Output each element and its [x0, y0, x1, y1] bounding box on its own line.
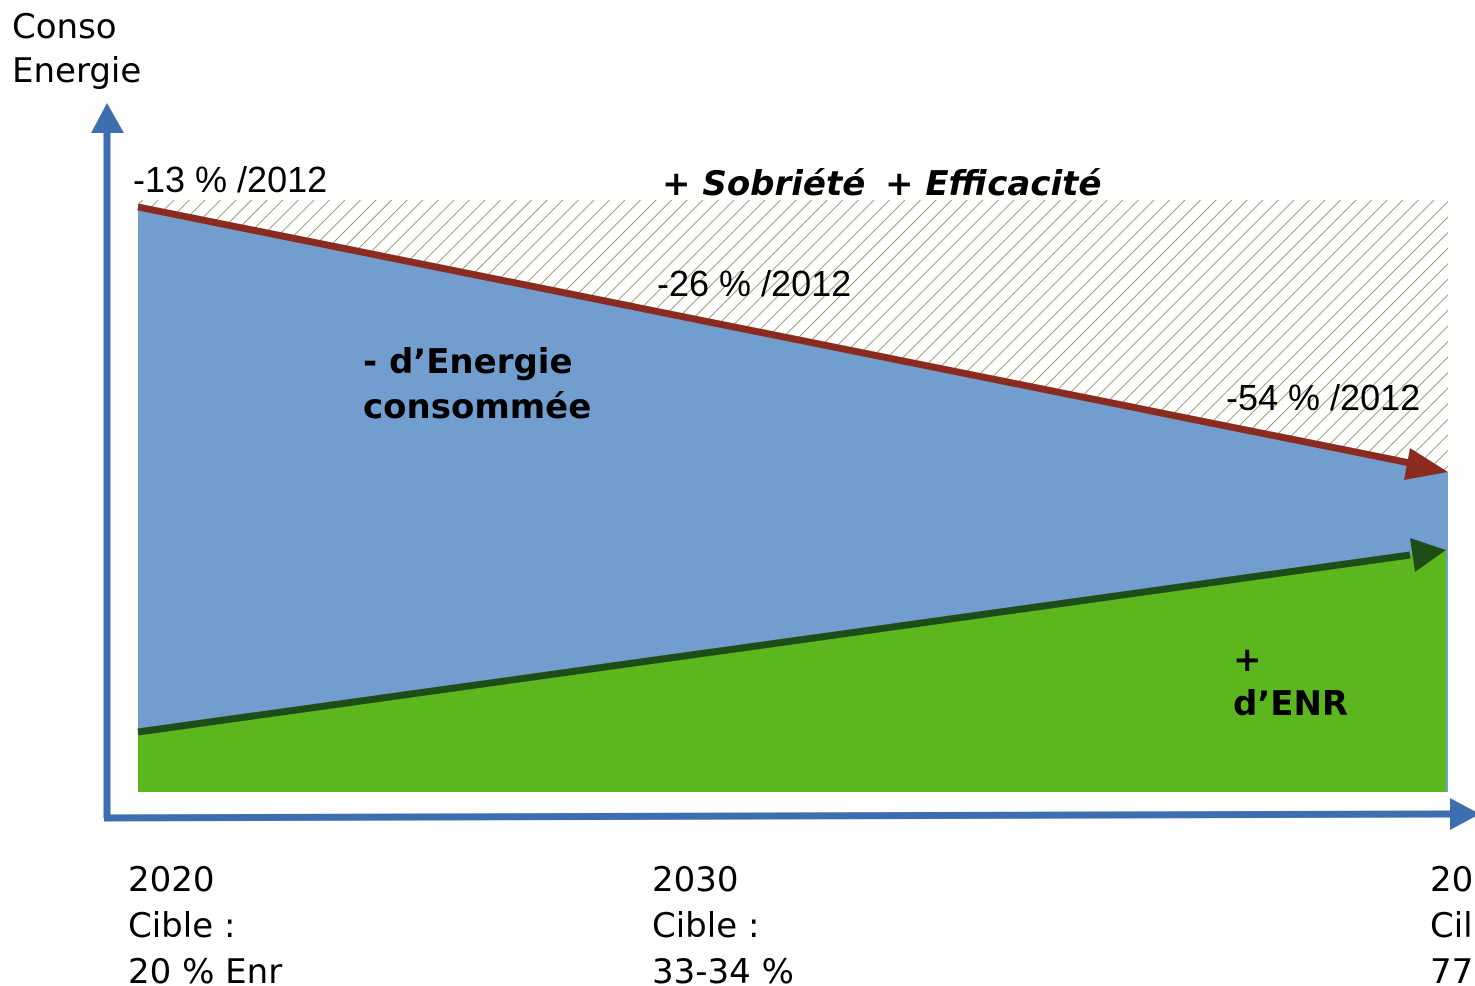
milestone-label: 20 % Enr: [128, 952, 282, 986]
consumption-line: [137, 203, 1411, 467]
milestone-label: Cil: [1430, 906, 1473, 946]
consumption-label: -13 % /2012: [133, 159, 327, 200]
milestone-label: 33-34 %: [652, 952, 794, 986]
y-axis-arrow: [91, 103, 124, 133]
enr-arrow: [1410, 538, 1446, 572]
milestone-label: Cible :: [128, 906, 235, 946]
milestone-label: 20: [1430, 860, 1473, 900]
milestone-label: Cible :: [652, 906, 759, 946]
milestone-label: 77: [1430, 952, 1473, 986]
axis-label: Energie: [12, 51, 141, 91]
milestones: 2020 Cible : 20 % Enr 2030 Cible : 33-34 % 20 C…: [128, 860, 1473, 986]
milestone-label: 2020: [128, 860, 215, 900]
energy-label: - d’Energie: [363, 342, 573, 382]
energy-label: consommée: [363, 387, 591, 427]
enr-label: d’ENR: [1233, 684, 1348, 724]
enr-area: [138, 550, 1446, 792]
axis-label: Conso: [12, 7, 117, 47]
enr-line: [137, 551, 1411, 736]
milestone-label: 2030: [652, 860, 739, 900]
consumption-label: -26 % /2012: [657, 263, 851, 304]
top-label: + Efficacité: [885, 164, 1101, 204]
top-label: + Sobriété: [662, 164, 865, 204]
enr-label: +: [1233, 640, 1262, 680]
x-axis: [103, 810, 1451, 822]
x-axis-arrow: [1450, 798, 1475, 830]
consumption-label: -54 % /2012: [1226, 377, 1420, 418]
consumption-arrow: [1404, 448, 1448, 480]
